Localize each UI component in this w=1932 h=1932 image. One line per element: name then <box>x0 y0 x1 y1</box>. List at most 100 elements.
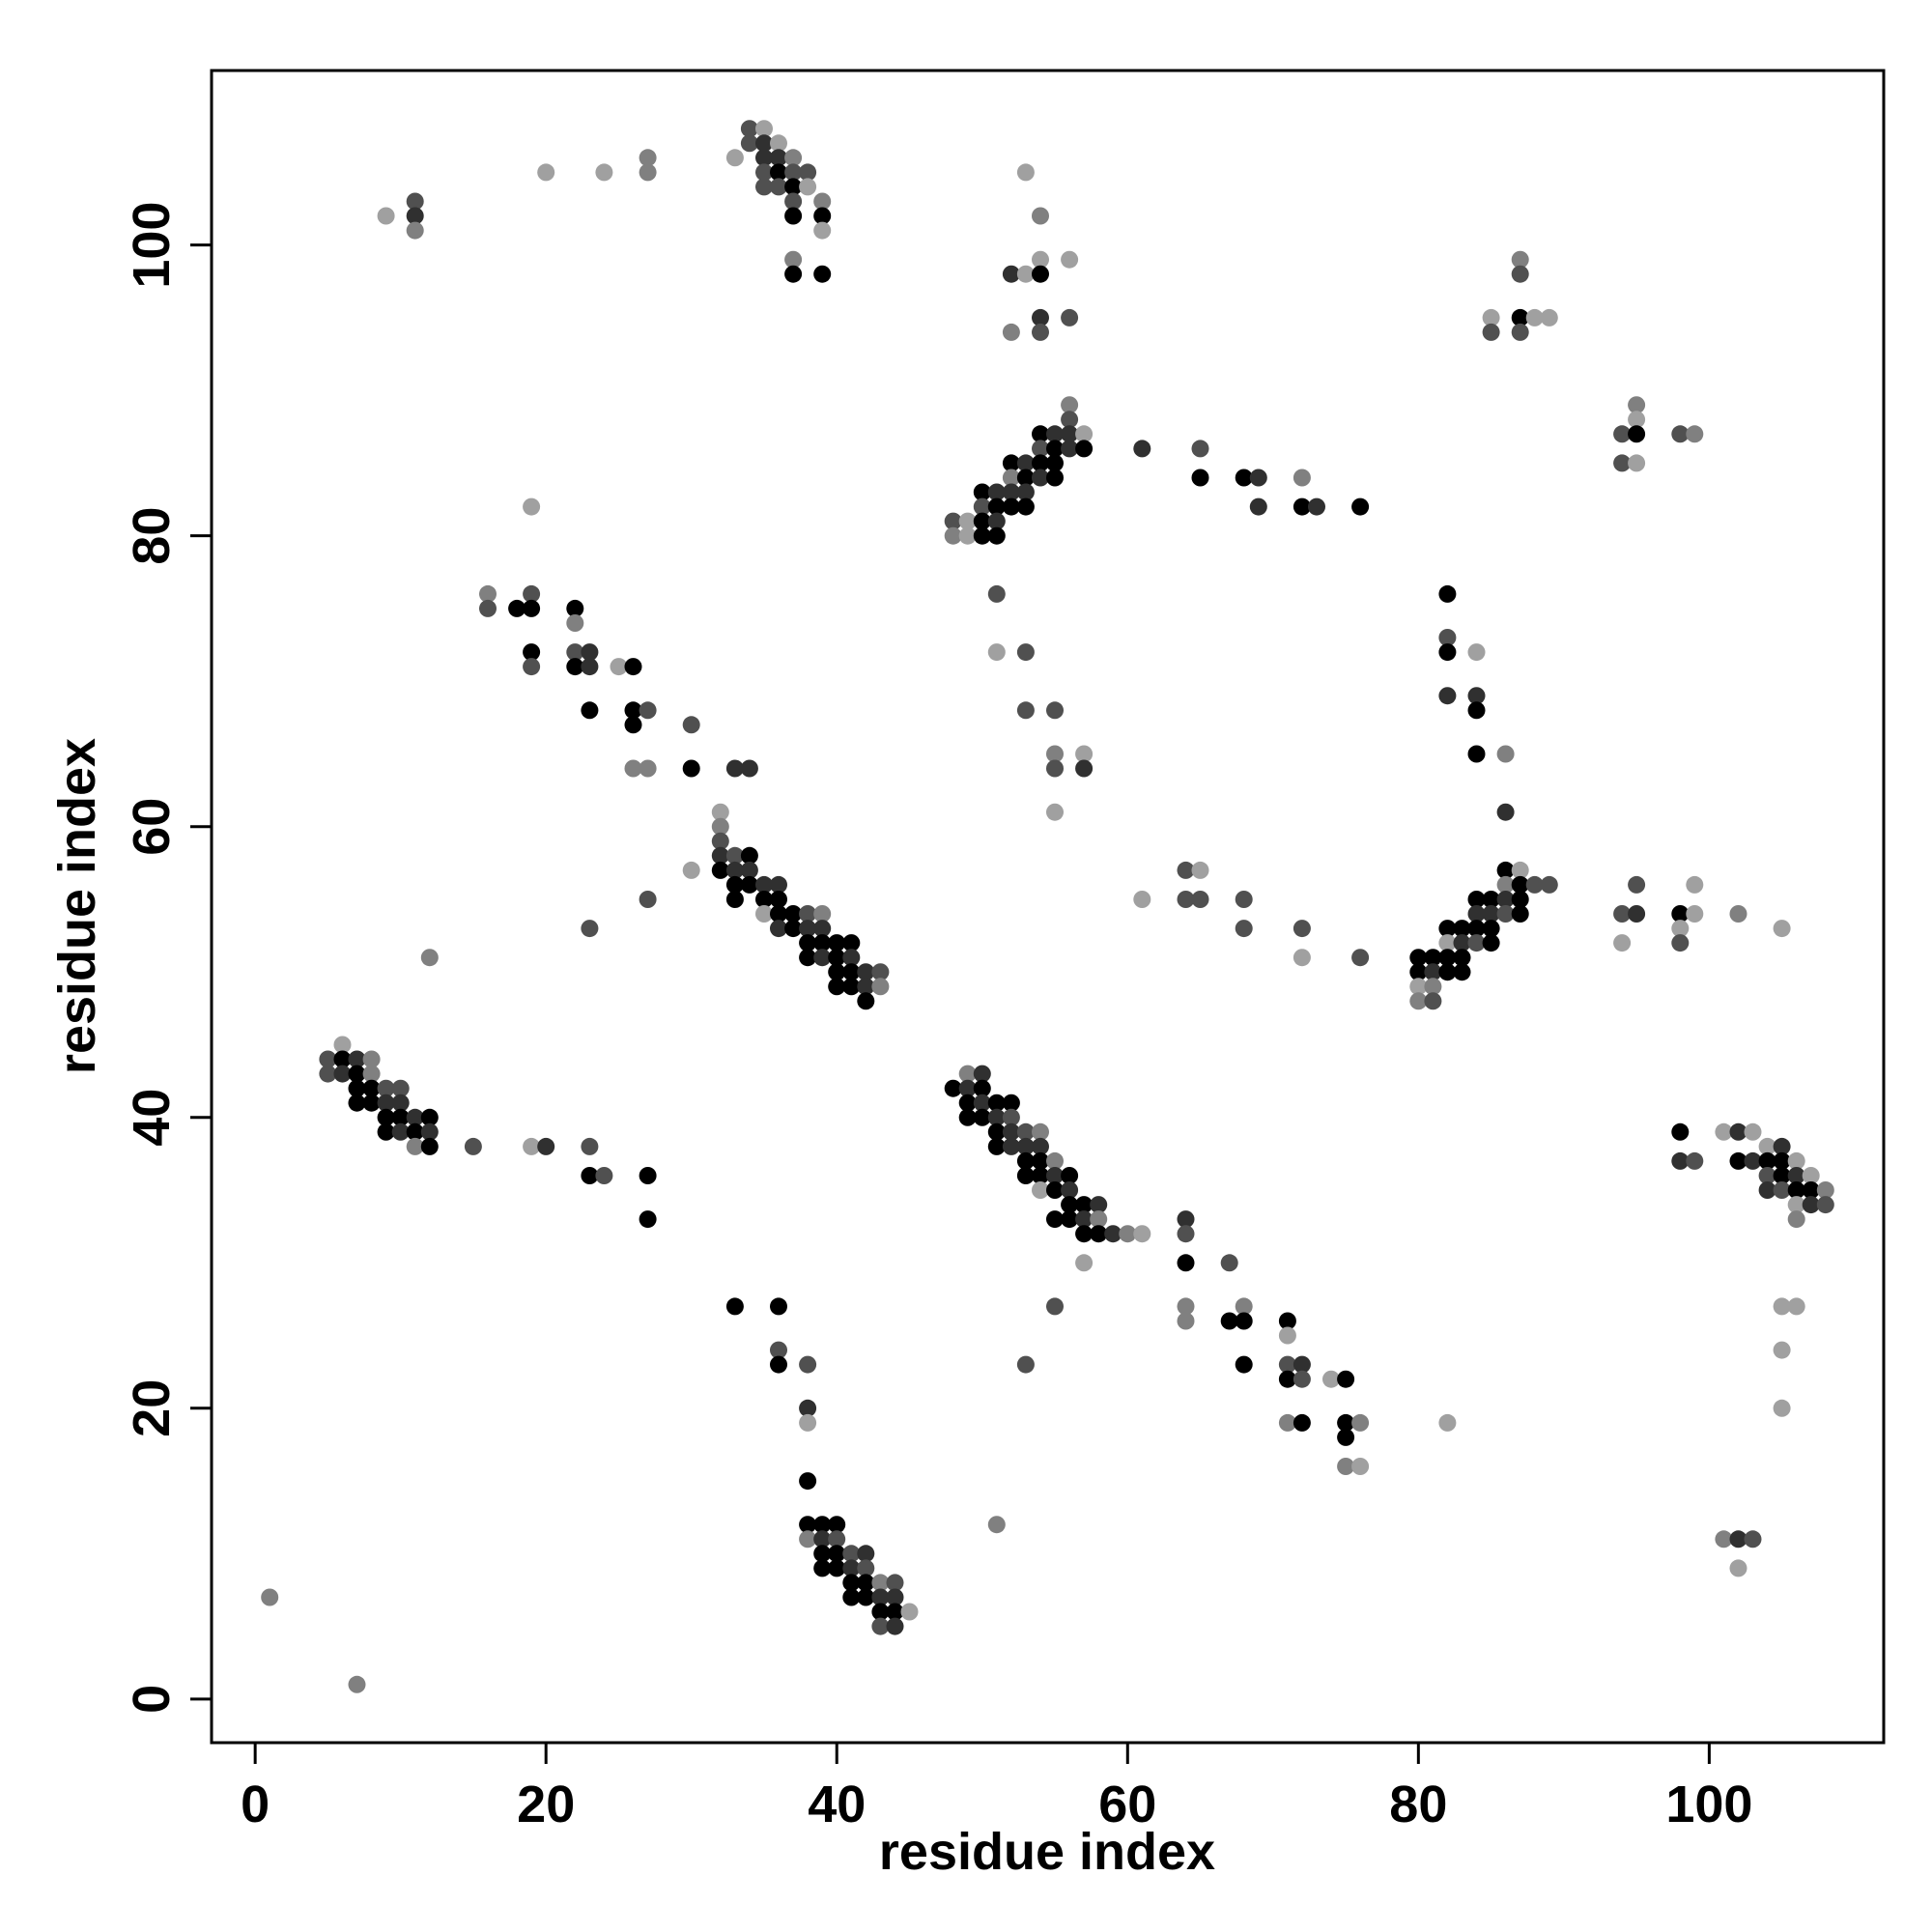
data-point <box>406 1137 424 1155</box>
data-point <box>1773 1137 1791 1155</box>
data-point <box>725 861 744 879</box>
data-point <box>987 512 1006 530</box>
data-point <box>1816 1196 1834 1214</box>
data-point <box>1016 1151 1035 1170</box>
data-point <box>1104 1225 1122 1243</box>
data-point <box>1046 425 1064 443</box>
data-point <box>1511 250 1529 269</box>
data-point <box>1671 934 1690 952</box>
data-point <box>537 1137 555 1155</box>
data-point <box>1032 265 1049 283</box>
data-point <box>1293 920 1311 938</box>
data-point <box>1496 891 1515 908</box>
data-point <box>1337 1413 1355 1432</box>
data-point <box>1482 920 1500 938</box>
data-point <box>725 149 744 167</box>
data-point <box>508 599 526 617</box>
data-point <box>1075 745 1094 763</box>
data-point <box>755 149 773 167</box>
data-point <box>1773 920 1791 938</box>
data-point <box>1802 1167 1820 1184</box>
data-point <box>871 1588 890 1606</box>
data-point <box>1002 483 1020 501</box>
data-point <box>1409 949 1428 967</box>
data-point <box>842 978 861 996</box>
data-point <box>479 584 497 603</box>
data-point <box>784 265 803 283</box>
data-point <box>1075 1225 1094 1243</box>
data-point <box>813 949 832 967</box>
data-point <box>523 584 541 603</box>
data-point <box>1075 425 1094 443</box>
data-point <box>1496 803 1515 821</box>
data-point <box>755 178 773 196</box>
data-point <box>740 759 758 778</box>
data-point <box>1787 1181 1805 1199</box>
data-point <box>886 1588 904 1606</box>
data-point <box>523 1137 541 1155</box>
data-point <box>1729 1151 1747 1170</box>
data-point <box>987 1137 1006 1155</box>
data-point <box>1729 1530 1747 1548</box>
data-point <box>799 1516 817 1534</box>
data-point <box>1293 1355 1311 1374</box>
data-point <box>1016 483 1035 501</box>
data-point <box>1002 469 1020 487</box>
data-point <box>1438 934 1457 952</box>
data-point <box>1482 934 1500 952</box>
data-point <box>1337 1428 1355 1446</box>
data-point <box>1046 440 1064 458</box>
x-tick-label: 60 <box>1098 1776 1156 1833</box>
data-point <box>581 920 599 938</box>
data-point <box>1715 1122 1733 1141</box>
data-point <box>1061 411 1079 429</box>
data-point <box>1686 905 1704 923</box>
data-point <box>1322 1370 1340 1388</box>
data-point <box>973 526 991 545</box>
data-point <box>391 1122 410 1141</box>
data-point <box>377 1094 395 1112</box>
data-point <box>581 1167 599 1184</box>
data-point <box>1235 891 1253 908</box>
data-point <box>958 1079 977 1097</box>
data-point <box>333 1036 352 1054</box>
data-point <box>1133 891 1151 908</box>
data-point <box>682 861 700 879</box>
data-point <box>784 149 803 167</box>
data-point <box>362 1050 381 1068</box>
data-point <box>1773 1399 1791 1417</box>
data-point <box>1191 469 1209 487</box>
data-point <box>1409 992 1428 1010</box>
data-point <box>1002 1094 1020 1112</box>
data-point <box>842 1559 861 1577</box>
data-point <box>770 178 787 196</box>
data-point <box>871 963 890 981</box>
data-point <box>1032 207 1049 225</box>
data-point <box>813 1545 832 1563</box>
data-point <box>1351 497 1370 516</box>
data-point <box>1090 1210 1108 1229</box>
data-point <box>391 1094 410 1112</box>
data-point <box>1046 1151 1064 1170</box>
data-point <box>1409 963 1428 981</box>
y-tick-label: 60 <box>123 798 181 856</box>
data-point <box>973 1094 991 1112</box>
data-point <box>1628 411 1646 429</box>
data-point <box>348 1675 366 1693</box>
data-point <box>1075 440 1094 458</box>
data-point <box>1351 1413 1370 1432</box>
data-point <box>725 875 744 894</box>
data-point <box>1133 1225 1151 1243</box>
data-point <box>1686 875 1704 894</box>
y-tick-label: 20 <box>123 1379 181 1437</box>
data-point <box>755 163 773 182</box>
data-point <box>828 934 846 952</box>
data-point <box>566 658 584 676</box>
data-point <box>348 1094 366 1112</box>
data-point <box>523 497 541 516</box>
data-point <box>987 1516 1006 1534</box>
data-point <box>755 891 773 908</box>
data-point <box>1293 497 1311 516</box>
data-point <box>1424 949 1442 967</box>
data-point <box>377 207 395 225</box>
